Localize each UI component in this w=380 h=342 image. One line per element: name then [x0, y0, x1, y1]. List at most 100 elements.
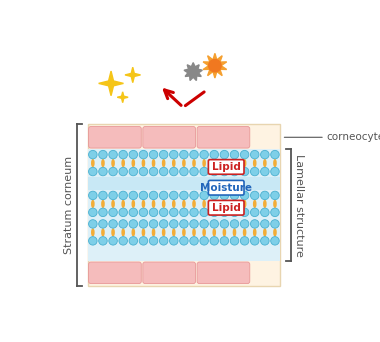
- Circle shape: [109, 220, 117, 228]
- Circle shape: [119, 191, 127, 200]
- Circle shape: [149, 191, 158, 200]
- Circle shape: [250, 208, 259, 216]
- Circle shape: [129, 191, 138, 200]
- Circle shape: [180, 167, 188, 176]
- Circle shape: [169, 167, 178, 176]
- Circle shape: [240, 237, 249, 245]
- Circle shape: [190, 167, 198, 176]
- Circle shape: [180, 220, 188, 228]
- Ellipse shape: [223, 200, 226, 208]
- Ellipse shape: [192, 159, 196, 167]
- Ellipse shape: [243, 159, 246, 167]
- Circle shape: [200, 191, 208, 200]
- Circle shape: [210, 150, 218, 159]
- Circle shape: [200, 167, 208, 176]
- Ellipse shape: [152, 200, 155, 208]
- Circle shape: [159, 208, 168, 216]
- Ellipse shape: [273, 200, 277, 208]
- Circle shape: [271, 150, 279, 159]
- Text: corneocytes: corneocytes: [326, 132, 380, 142]
- Ellipse shape: [142, 228, 145, 237]
- Polygon shape: [184, 63, 203, 80]
- Circle shape: [240, 167, 249, 176]
- Text: Stratum corneum: Stratum corneum: [64, 156, 74, 254]
- Circle shape: [129, 237, 138, 245]
- Circle shape: [210, 237, 218, 245]
- Circle shape: [210, 220, 218, 228]
- Ellipse shape: [101, 159, 105, 167]
- Circle shape: [180, 150, 188, 159]
- Circle shape: [159, 167, 168, 176]
- Circle shape: [271, 191, 279, 200]
- Circle shape: [129, 220, 138, 228]
- Circle shape: [240, 150, 249, 159]
- Circle shape: [119, 237, 127, 245]
- Ellipse shape: [111, 228, 115, 237]
- Circle shape: [190, 150, 198, 159]
- Circle shape: [89, 220, 97, 228]
- Ellipse shape: [91, 159, 95, 167]
- Ellipse shape: [202, 159, 206, 167]
- Circle shape: [99, 167, 107, 176]
- Circle shape: [209, 60, 221, 72]
- Circle shape: [129, 208, 138, 216]
- Circle shape: [139, 208, 148, 216]
- Circle shape: [180, 208, 188, 216]
- Ellipse shape: [162, 159, 165, 167]
- Circle shape: [271, 220, 279, 228]
- Ellipse shape: [273, 228, 277, 237]
- Circle shape: [230, 150, 239, 159]
- Ellipse shape: [162, 200, 165, 208]
- Ellipse shape: [101, 200, 105, 208]
- Circle shape: [139, 167, 148, 176]
- Circle shape: [190, 220, 198, 228]
- Ellipse shape: [111, 159, 115, 167]
- Circle shape: [250, 237, 259, 245]
- Circle shape: [271, 208, 279, 216]
- Ellipse shape: [131, 159, 135, 167]
- Circle shape: [169, 191, 178, 200]
- Circle shape: [149, 167, 158, 176]
- Circle shape: [119, 208, 127, 216]
- Ellipse shape: [263, 228, 267, 237]
- Circle shape: [99, 237, 107, 245]
- Circle shape: [159, 220, 168, 228]
- Circle shape: [220, 237, 229, 245]
- Ellipse shape: [162, 228, 165, 237]
- Circle shape: [109, 191, 117, 200]
- Circle shape: [149, 220, 158, 228]
- Ellipse shape: [142, 159, 145, 167]
- Circle shape: [119, 167, 127, 176]
- Circle shape: [89, 237, 97, 245]
- FancyBboxPatch shape: [197, 262, 250, 284]
- Circle shape: [169, 237, 178, 245]
- Ellipse shape: [192, 228, 196, 237]
- Ellipse shape: [142, 200, 145, 208]
- Bar: [88, 149, 280, 261]
- Ellipse shape: [202, 228, 206, 237]
- Circle shape: [129, 150, 138, 159]
- Circle shape: [261, 237, 269, 245]
- Circle shape: [119, 220, 127, 228]
- Circle shape: [240, 208, 249, 216]
- FancyBboxPatch shape: [208, 181, 244, 195]
- Ellipse shape: [131, 200, 135, 208]
- Circle shape: [109, 237, 117, 245]
- Circle shape: [109, 208, 117, 216]
- Circle shape: [89, 208, 97, 216]
- FancyBboxPatch shape: [197, 127, 250, 148]
- Circle shape: [180, 191, 188, 200]
- Text: Moisture: Moisture: [200, 183, 252, 193]
- Ellipse shape: [273, 159, 277, 167]
- Circle shape: [200, 220, 208, 228]
- Circle shape: [220, 220, 229, 228]
- Circle shape: [159, 150, 168, 159]
- Circle shape: [220, 191, 229, 200]
- Circle shape: [230, 208, 239, 216]
- Circle shape: [250, 220, 259, 228]
- Circle shape: [240, 220, 249, 228]
- Text: Lipid: Lipid: [212, 203, 241, 213]
- Ellipse shape: [91, 200, 95, 208]
- Circle shape: [210, 208, 218, 216]
- Circle shape: [190, 208, 198, 216]
